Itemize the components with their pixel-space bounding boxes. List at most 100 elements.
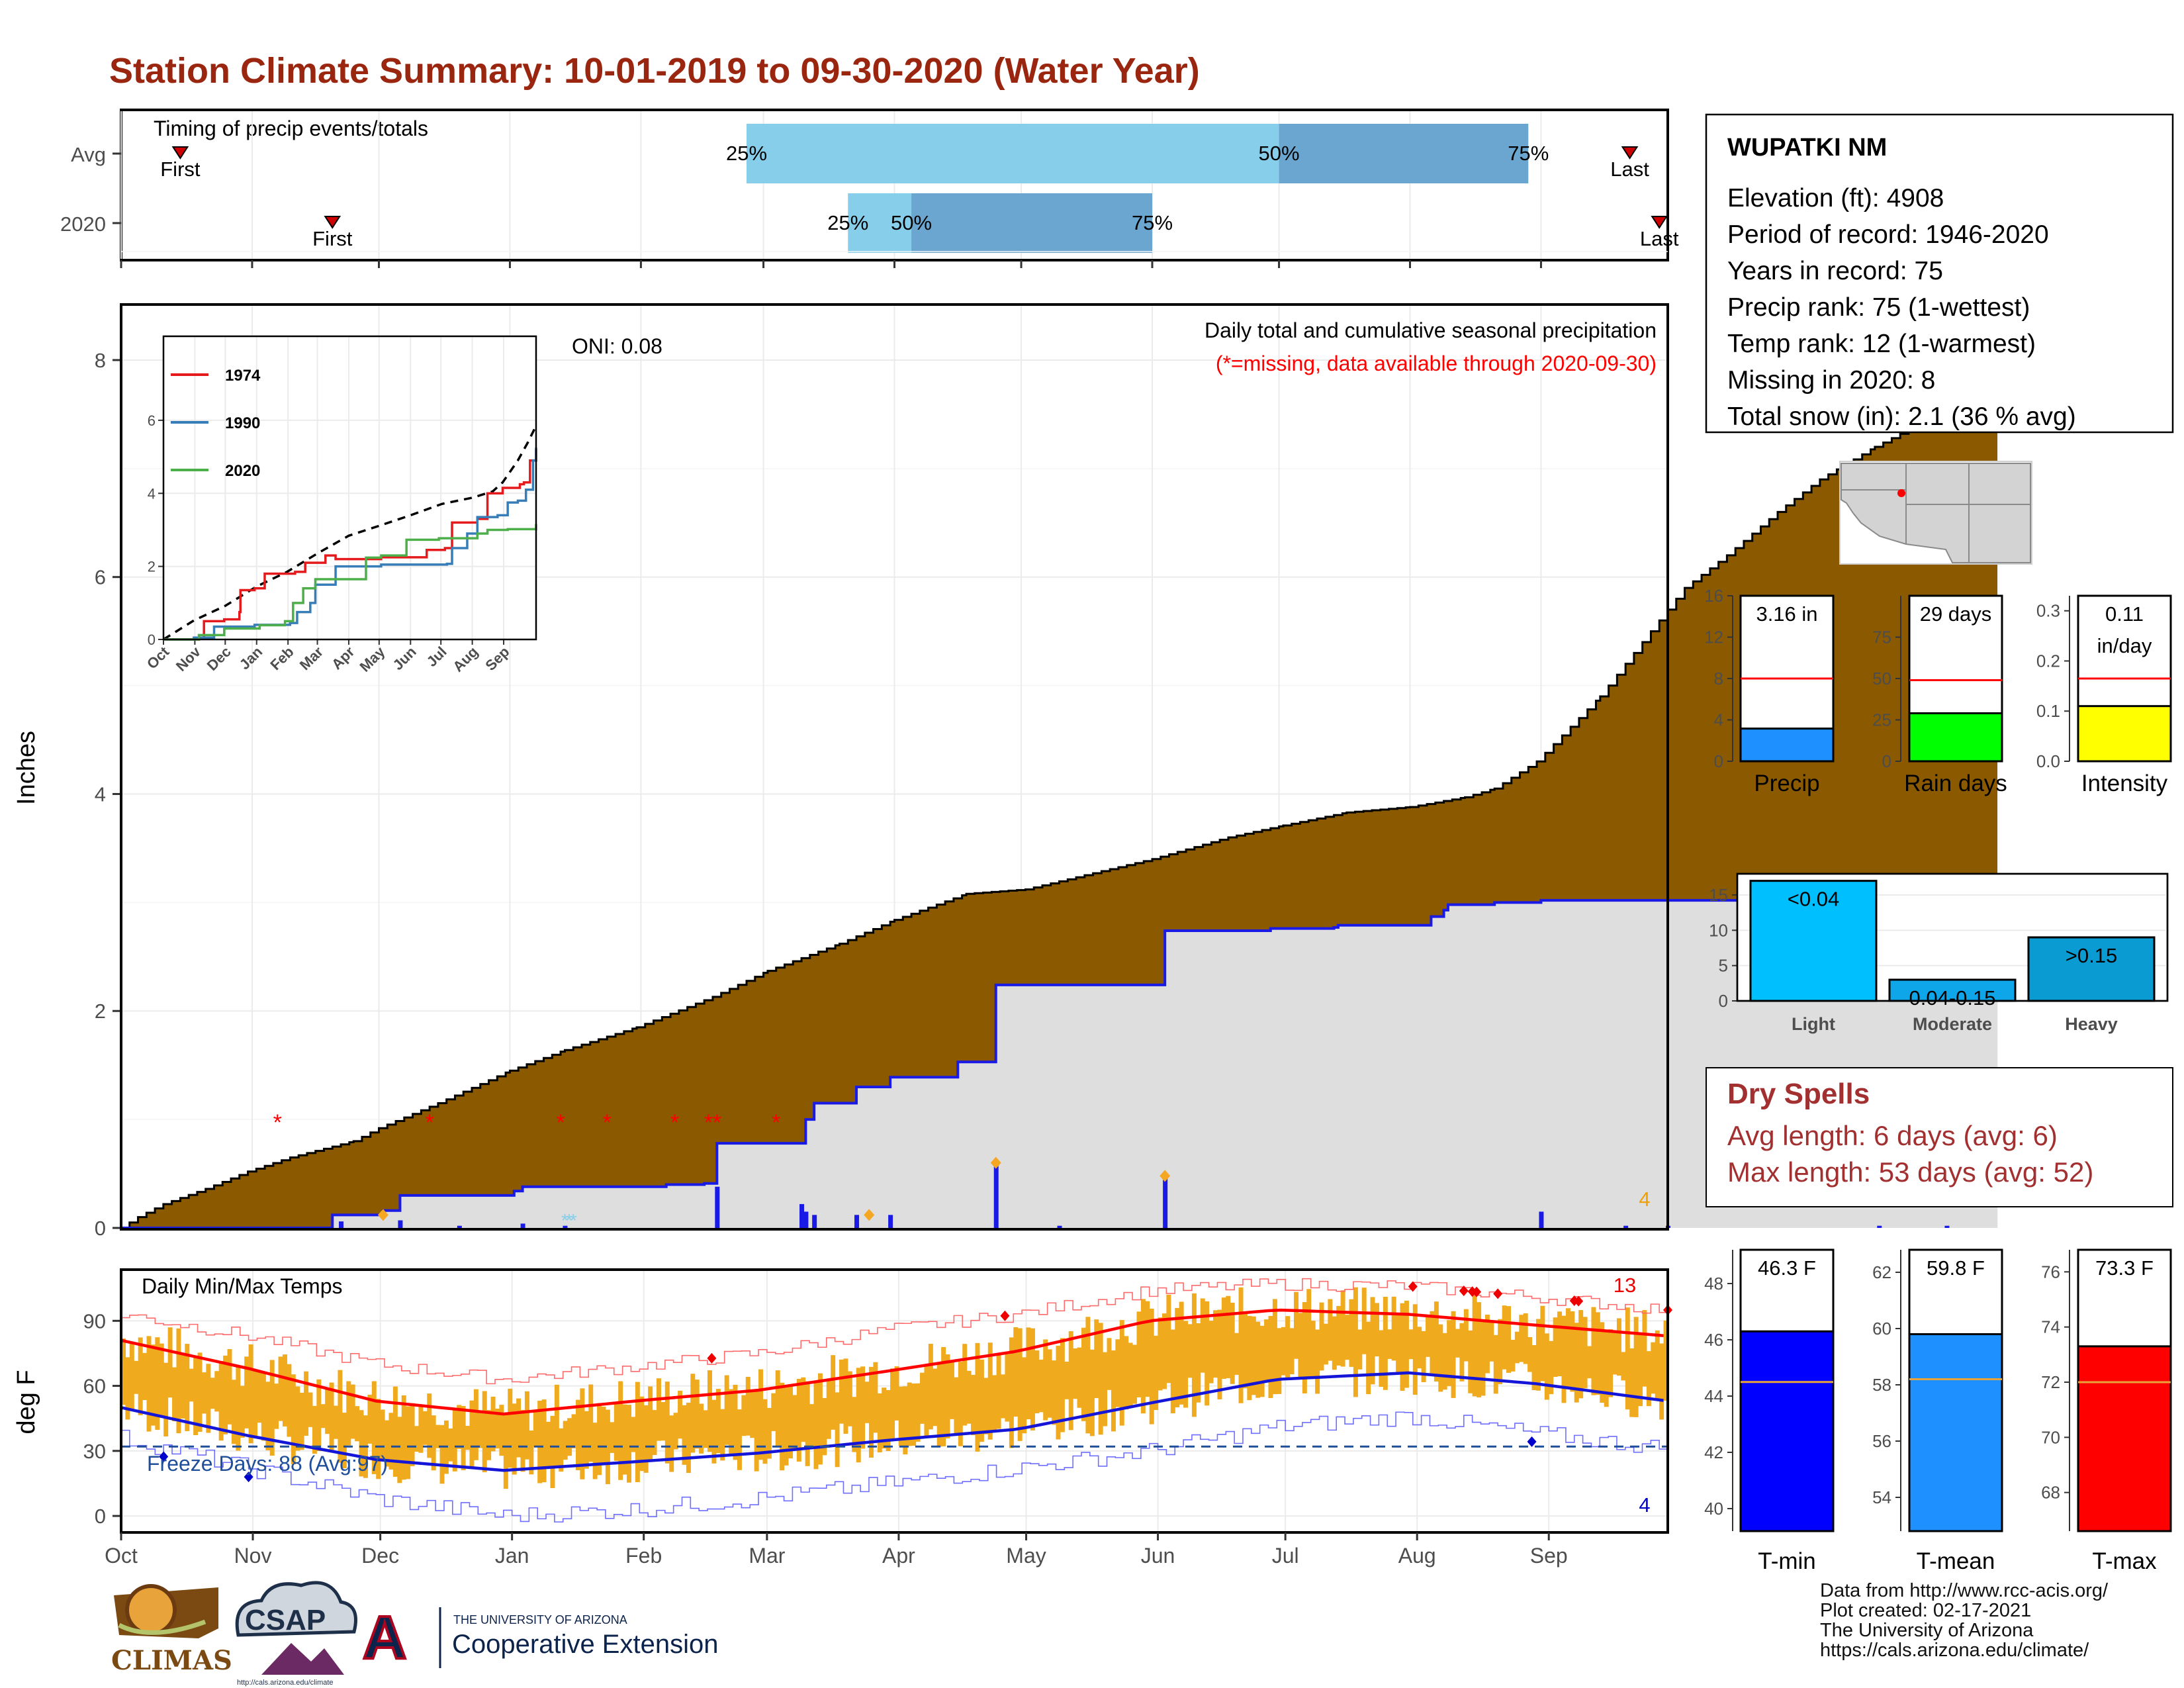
- daily-temp-range-bar: [320, 1404, 326, 1429]
- tmean_gauge-y-tick-label: 54: [1872, 1487, 1891, 1507]
- dry-spells-avg: Avg length: 6 days (avg: 6): [1727, 1120, 2058, 1151]
- daily-temp-range-bar: [172, 1367, 177, 1422]
- timing-first-marker: [171, 146, 189, 160]
- daily-temp-range-bar: [979, 1359, 984, 1442]
- record-high-marker: [1408, 1281, 1418, 1292]
- daily-precip-bar: [1163, 1176, 1168, 1228]
- daily-temp-range-bar: [1374, 1303, 1379, 1357]
- daily-temp-range-bar: [1264, 1319, 1269, 1383]
- daily-temp-range-bar: [715, 1389, 721, 1454]
- daily-temp-range-bar: [261, 1372, 266, 1441]
- daily-temp-range-bar: [605, 1409, 610, 1485]
- precip_gauge-value-label: 3.16 in: [1756, 602, 1817, 626]
- daily-temp-range-bar: [1085, 1317, 1091, 1434]
- timing-category-label: 2020: [60, 212, 106, 236]
- oni-value: ONI: 0.08: [572, 334, 662, 358]
- daily-temp-range-bar: [1332, 1316, 1337, 1370]
- month-label: Oct: [105, 1544, 138, 1568]
- daily-temp-range-bar: [355, 1406, 360, 1442]
- daily-precip-bar: [803, 1211, 809, 1228]
- daily-temp-range-bar: [1591, 1307, 1596, 1395]
- daily-temp-range-bar: [1115, 1339, 1120, 1407]
- tmean_gauge-y-tick-label: 60: [1872, 1319, 1891, 1338]
- timing-last-marker: [1621, 146, 1639, 160]
- daily-precip-bar: [854, 1215, 860, 1228]
- daily-temp-range-bar: [996, 1354, 1001, 1429]
- daily-temp-range-bar: [274, 1383, 279, 1429]
- daily-temp-range-bar: [898, 1386, 903, 1446]
- daily-temp-range-bar: [682, 1405, 687, 1465]
- daily-temp-range-bar: [690, 1374, 696, 1453]
- daily-temp-range-bar: [223, 1355, 228, 1434]
- snow-day-marker: *: [570, 1210, 577, 1231]
- daily-temp-range-bar: [316, 1379, 322, 1451]
- daily-temp-range-bar: [1502, 1305, 1507, 1370]
- csap-logo: CSAP http://cals.arizona.edu/climate: [235, 1581, 357, 1687]
- snow-day-marker: *: [561, 1210, 569, 1231]
- daily-temp-range-bar: [1009, 1337, 1014, 1448]
- daily-temp-range-bar: [150, 1344, 156, 1426]
- raindays_gauge-y-tick-label: 50: [1872, 669, 1891, 688]
- daily-temp-range-bar: [299, 1392, 304, 1450]
- daily-temp-range-bar: [928, 1344, 933, 1430]
- dry-spells-title: Dry Spells: [1727, 1078, 1870, 1110]
- daily-temp-range-bar: [941, 1346, 946, 1446]
- daily-temp-range-bar: [822, 1397, 827, 1456]
- daily-temp-range-bar: [469, 1400, 475, 1468]
- station-line-temp-rank: Temp rank: 12 (1-warmest): [1727, 330, 2036, 358]
- daily-temp-range-bar: [1005, 1354, 1010, 1422]
- daily-temp-range-bar: [1349, 1299, 1354, 1367]
- daily-temp-range-bar: [448, 1428, 453, 1462]
- daily-temp-range-bar: [457, 1405, 462, 1449]
- temps-y-axis-label: deg F: [13, 1370, 40, 1434]
- daily-temp-range-bar: [494, 1408, 500, 1449]
- daily-temp-range-bar: [1166, 1294, 1171, 1383]
- daily-temp-range-bar: [1540, 1305, 1545, 1382]
- daily-temp-range-bar: [648, 1386, 653, 1462]
- tmin_gauge-y-tick-label: 44: [1704, 1386, 1723, 1406]
- daily-temp-range-bar: [282, 1354, 287, 1427]
- daily-temp-range-bar: [635, 1382, 640, 1483]
- avg-cumulative-outline: [121, 383, 1999, 1229]
- timing-first-label: First: [160, 158, 201, 181]
- station-line-snow: Total snow (in): 2.1 (36 % avg): [1727, 402, 2076, 431]
- daily-temp-range-bar: [1255, 1321, 1261, 1398]
- daily-temp-range-bar: [1391, 1296, 1396, 1361]
- temps-panel-title: Daily Min/Max Temps: [142, 1274, 342, 1298]
- footer-line-university: The University of Arizona: [1820, 1620, 2034, 1641]
- csap-cloud-icon: [235, 1581, 357, 1637]
- footer-credits: Data from http://www.rcc-acis.org/ Plot …: [1820, 1581, 2177, 1660]
- csap-mountain-icon: [261, 1643, 344, 1675]
- missing-day-marker: *: [704, 1110, 713, 1135]
- daily-temp-range-bar: [1417, 1327, 1422, 1369]
- daily-temp-range-bar: [817, 1373, 823, 1465]
- daily-temp-range-bar: [1068, 1331, 1073, 1430]
- daily-temp-range-bar: [439, 1425, 445, 1484]
- temps-y-tick-label: 90: [83, 1309, 106, 1333]
- daily-temp-range-bar: [1161, 1313, 1167, 1389]
- daily-temp-range-bar: [1625, 1307, 1630, 1410]
- record-precip-marker: [864, 1209, 875, 1221]
- daily-temp-range-bar: [1604, 1331, 1609, 1407]
- missing-day-marker: *: [772, 1110, 780, 1135]
- daily-temp-range-bar: [134, 1360, 139, 1394]
- daily-temp-range-bar: [877, 1393, 882, 1453]
- intensity_gauge-value-label: in/day: [2097, 634, 2152, 657]
- month-label: Sep: [1530, 1544, 1568, 1568]
- daily-temp-range-bar: [839, 1359, 844, 1424]
- daily-temp-range-bar: [1247, 1315, 1252, 1401]
- daily-temp-range-bar: [643, 1405, 649, 1473]
- station-line-missing: Missing in 2020: 8: [1727, 366, 1935, 395]
- csap-wordmark: CSAP: [245, 1604, 326, 1636]
- daily-temp-range-bar: [1421, 1331, 1426, 1382]
- daily-temp-range-bar: [890, 1368, 895, 1439]
- raindays_gauge-value-label: 29 days: [1920, 602, 1992, 626]
- daily-temp-range-bar: [1319, 1302, 1324, 1371]
- daily-temp-range-bar: [1383, 1297, 1388, 1390]
- record-high-marker: [1493, 1288, 1503, 1299]
- daily-temp-range-bar: [1221, 1297, 1226, 1379]
- daily-temp-range-bar: [729, 1389, 734, 1454]
- daily-temp-range-bar: [894, 1366, 899, 1421]
- tmin_gauge-category-label: T-min: [1758, 1548, 1816, 1574]
